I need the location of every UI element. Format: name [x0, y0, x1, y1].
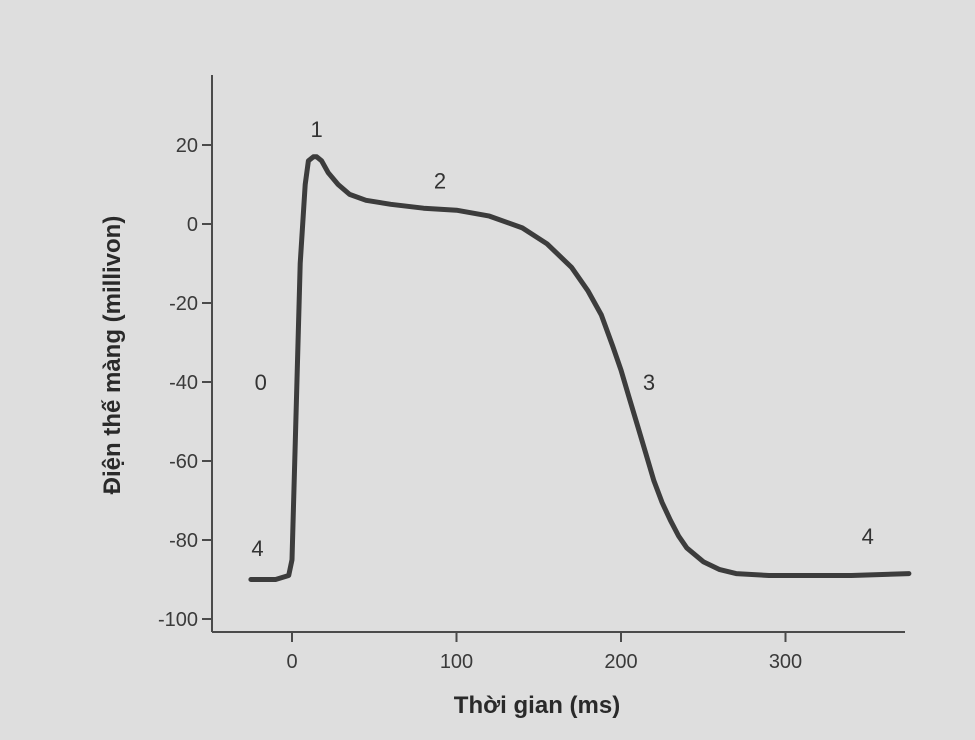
phase-label: 2: [434, 168, 446, 193]
x-tick-label: 100: [440, 651, 473, 673]
membrane-potential-curve: [248, 154, 912, 582]
y-tick-label: 0: [187, 214, 198, 236]
phase-label: 4: [251, 536, 263, 561]
x-tick-label: 200: [604, 651, 637, 673]
phase-label: 0: [255, 370, 267, 395]
y-tick-label: -20: [169, 293, 198, 315]
x-tick-label: 300: [769, 651, 802, 673]
phase-label: 1: [311, 117, 323, 142]
y-axis-ticks: 20 0 -20 -40 -60 -80 -100: [158, 135, 212, 631]
y-tick-label: -60: [169, 451, 198, 473]
x-axis-title: Thời gian (ms): [454, 692, 620, 719]
y-tick-label: 20: [176, 135, 198, 157]
y-axis-title: Điện thế màng (millivon): [99, 216, 126, 495]
y-tick-label: -40: [169, 372, 198, 394]
y-tick-label: -80: [169, 530, 198, 552]
phase-label: 3: [643, 370, 655, 395]
phase-labels: 1 2 3 4 0 4: [251, 117, 874, 561]
x-tick-label: 0: [286, 651, 297, 673]
x-axis-ticks: 0 100 200 300: [286, 632, 802, 673]
y-tick-label: -100: [158, 609, 198, 631]
phase-label: 4: [862, 524, 874, 549]
